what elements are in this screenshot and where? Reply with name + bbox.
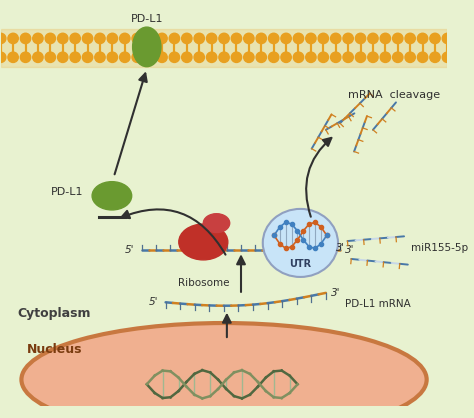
Circle shape — [182, 33, 192, 43]
Circle shape — [256, 33, 266, 43]
Text: 3': 3' — [345, 245, 354, 255]
Circle shape — [33, 33, 43, 43]
Ellipse shape — [203, 214, 230, 232]
Circle shape — [57, 52, 68, 62]
Circle shape — [145, 33, 155, 43]
Circle shape — [231, 33, 242, 43]
Circle shape — [207, 33, 217, 43]
Circle shape — [244, 33, 254, 43]
Circle shape — [442, 33, 453, 43]
Circle shape — [356, 52, 366, 62]
Text: 3': 3' — [336, 242, 345, 252]
Circle shape — [430, 33, 440, 43]
Circle shape — [132, 33, 142, 43]
Circle shape — [430, 52, 440, 62]
Circle shape — [293, 33, 304, 43]
Circle shape — [268, 52, 279, 62]
Circle shape — [318, 33, 328, 43]
Ellipse shape — [133, 27, 161, 67]
Circle shape — [219, 33, 229, 43]
Text: Ribosome: Ribosome — [178, 278, 229, 288]
Circle shape — [0, 33, 6, 43]
Circle shape — [306, 52, 316, 62]
Circle shape — [405, 33, 415, 43]
Text: Nucleus: Nucleus — [27, 343, 82, 356]
Circle shape — [70, 52, 80, 62]
Circle shape — [169, 52, 180, 62]
Circle shape — [231, 52, 242, 62]
Circle shape — [95, 33, 105, 43]
Circle shape — [45, 33, 55, 43]
Text: UTR: UTR — [289, 259, 311, 269]
Circle shape — [132, 52, 142, 62]
Circle shape — [157, 52, 167, 62]
Circle shape — [268, 33, 279, 43]
Circle shape — [157, 33, 167, 43]
Circle shape — [219, 52, 229, 62]
Text: PD-L1: PD-L1 — [51, 187, 83, 197]
Circle shape — [442, 52, 453, 62]
Circle shape — [244, 52, 254, 62]
Circle shape — [20, 52, 31, 62]
Circle shape — [82, 33, 93, 43]
Circle shape — [418, 52, 428, 62]
Circle shape — [318, 52, 328, 62]
Circle shape — [392, 33, 403, 43]
Circle shape — [343, 52, 353, 62]
Ellipse shape — [263, 209, 338, 277]
Circle shape — [343, 33, 353, 43]
Circle shape — [330, 52, 341, 62]
Circle shape — [33, 52, 43, 62]
Circle shape — [82, 52, 93, 62]
Circle shape — [194, 52, 204, 62]
Text: PD-L1: PD-L1 — [130, 14, 163, 24]
Circle shape — [356, 33, 366, 43]
Circle shape — [281, 52, 291, 62]
Circle shape — [182, 52, 192, 62]
Text: Cytoplasm: Cytoplasm — [18, 307, 91, 320]
Circle shape — [119, 52, 130, 62]
Circle shape — [293, 52, 304, 62]
Circle shape — [380, 52, 391, 62]
Ellipse shape — [21, 323, 427, 418]
Ellipse shape — [179, 224, 228, 260]
Circle shape — [392, 52, 403, 62]
Circle shape — [107, 33, 118, 43]
Circle shape — [8, 52, 18, 62]
Circle shape — [256, 52, 266, 62]
Circle shape — [368, 33, 378, 43]
Circle shape — [281, 33, 291, 43]
Circle shape — [194, 33, 204, 43]
Circle shape — [0, 52, 6, 62]
Circle shape — [45, 52, 55, 62]
Text: PD-L1 mRNA: PD-L1 mRNA — [345, 299, 410, 309]
Circle shape — [368, 52, 378, 62]
Circle shape — [107, 52, 118, 62]
Circle shape — [145, 52, 155, 62]
Text: 3': 3' — [330, 288, 340, 298]
Circle shape — [207, 52, 217, 62]
Circle shape — [57, 33, 68, 43]
Circle shape — [380, 33, 391, 43]
Text: mRNA  cleavage: mRNA cleavage — [347, 90, 439, 100]
Circle shape — [119, 33, 130, 43]
Circle shape — [306, 33, 316, 43]
Bar — [0, 29, 447, 67]
Circle shape — [70, 33, 80, 43]
Text: miR155-5p: miR155-5p — [410, 242, 468, 252]
Circle shape — [418, 33, 428, 43]
Ellipse shape — [92, 182, 132, 210]
Circle shape — [95, 52, 105, 62]
Text: 5': 5' — [125, 245, 135, 255]
Circle shape — [330, 33, 341, 43]
Circle shape — [405, 52, 415, 62]
Circle shape — [8, 33, 18, 43]
Circle shape — [20, 33, 31, 43]
Text: 5': 5' — [148, 297, 158, 307]
Circle shape — [169, 33, 180, 43]
